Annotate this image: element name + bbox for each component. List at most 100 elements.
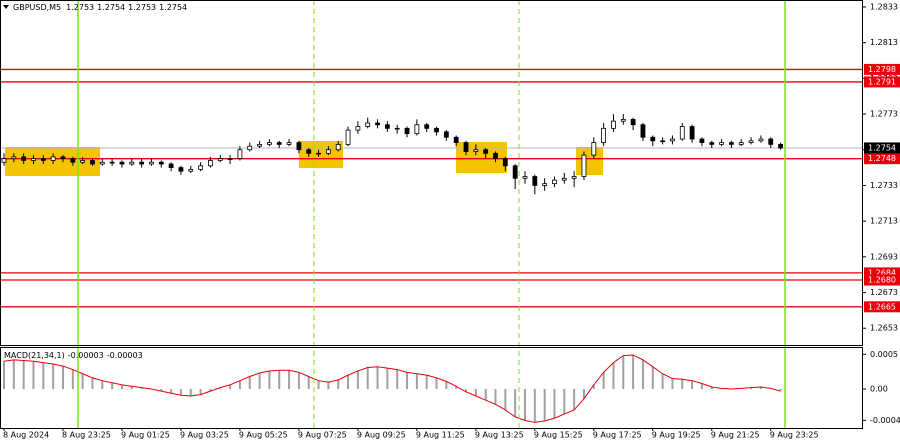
candle-body xyxy=(630,119,636,126)
macd-bar xyxy=(691,380,694,390)
macd-bar xyxy=(307,376,310,390)
candle-body xyxy=(21,156,27,161)
x-tick-label: 9 Aug 03:25 xyxy=(180,431,229,440)
candle-body xyxy=(620,119,626,122)
candle-body xyxy=(640,124,646,138)
highlight-zone xyxy=(576,147,603,175)
candle-body xyxy=(532,176,538,186)
x-tick-label: 9 Aug 05:25 xyxy=(239,431,288,440)
candle-body xyxy=(384,124,390,129)
candle-body xyxy=(247,145,253,151)
candle-body xyxy=(738,142,744,145)
macd-bar xyxy=(140,387,143,390)
macd-bar xyxy=(3,361,5,390)
candle-body xyxy=(355,126,361,131)
macd-bar xyxy=(111,382,114,390)
macd-bar xyxy=(327,382,330,390)
macd-bar xyxy=(170,389,173,394)
macd-bar xyxy=(455,386,458,390)
menu-triangle[interactable] xyxy=(3,5,9,9)
x-tick-label: 9 Aug 21:25 xyxy=(711,431,760,440)
macd-bar xyxy=(661,373,664,390)
macd-bar xyxy=(42,362,45,390)
candle-body xyxy=(709,142,715,145)
macd-bar xyxy=(592,384,595,390)
candle-body xyxy=(434,127,439,133)
macd-bar xyxy=(612,362,615,390)
y-tick-label: 1.2833 xyxy=(870,2,898,11)
candle-body xyxy=(119,161,125,165)
macd-title: MACD(21,34,1) xyxy=(4,351,65,360)
candle-body xyxy=(208,160,213,167)
macd-bar xyxy=(356,370,359,390)
y-tick-label: 1.2773 xyxy=(870,110,898,119)
macd-bar xyxy=(759,386,762,390)
macd-bar xyxy=(278,370,281,390)
macd-bar xyxy=(553,389,556,419)
x-tick-label: 9 Aug 23:25 xyxy=(770,431,819,440)
candle-body xyxy=(296,142,302,151)
candle-body xyxy=(276,142,282,145)
candle-body xyxy=(139,161,145,165)
candle-body xyxy=(217,158,223,161)
candle-body xyxy=(699,138,705,144)
macd-bar xyxy=(238,380,241,390)
candle-body xyxy=(168,163,174,168)
candle-body xyxy=(502,158,508,167)
header-close: 1.2754 xyxy=(159,3,187,12)
macd-bar xyxy=(641,359,644,390)
x-tick-label: 9 Aug 11:25 xyxy=(416,431,465,440)
candle-body xyxy=(40,158,46,161)
level-label-bg xyxy=(864,63,900,75)
level-label-bg xyxy=(864,301,900,313)
candle-body xyxy=(325,149,331,154)
level-label-bg xyxy=(864,76,900,88)
candle-body xyxy=(463,142,469,152)
candle-body xyxy=(90,160,95,165)
level-label: 1.2791 xyxy=(868,77,896,86)
y-tick-label: -0.00045 xyxy=(870,416,900,425)
macd-bar xyxy=(81,373,84,390)
macd-bar xyxy=(22,360,25,390)
macd-bar xyxy=(32,361,35,390)
candle-body xyxy=(50,156,56,161)
macd-bar xyxy=(376,366,379,390)
candle-body xyxy=(650,136,656,142)
x-tick-label: 9 Aug 09:25 xyxy=(357,431,406,440)
macd-bar xyxy=(101,380,104,390)
candle-body xyxy=(512,165,518,179)
candle-body xyxy=(335,143,341,151)
chart-header: GBPUSD,M5 1.2753 1.2754 1.2753 1.2754 xyxy=(13,3,187,12)
candle-body xyxy=(404,127,410,135)
signal-line xyxy=(3,354,781,423)
macd-bar xyxy=(61,366,64,390)
candle-body xyxy=(345,129,351,145)
candle-body xyxy=(80,160,86,163)
macd-bar xyxy=(288,370,291,390)
x-tick-label: 8 Aug 23:25 xyxy=(62,431,111,440)
candle-body xyxy=(748,140,754,144)
macd-bar xyxy=(71,369,74,390)
macd-bar xyxy=(573,389,576,410)
macd-bar xyxy=(494,389,497,405)
macd-panel-border xyxy=(0,347,863,429)
macd-bar xyxy=(681,379,684,390)
candle-body xyxy=(493,152,498,160)
candle-body xyxy=(70,158,76,163)
candle-body xyxy=(552,179,557,185)
macd-bar xyxy=(347,375,350,390)
macd-bar xyxy=(523,389,526,421)
level-label: 1.2798 xyxy=(868,65,896,74)
candle-body xyxy=(267,142,272,145)
candle-body xyxy=(198,165,204,170)
macd-bar xyxy=(533,389,536,423)
macd-bar xyxy=(199,389,202,395)
macd-bar xyxy=(209,389,212,392)
candle-body xyxy=(453,136,459,144)
level-label: 1.2684 xyxy=(868,268,896,277)
candle-body xyxy=(394,127,400,130)
level-label-bg xyxy=(864,274,900,286)
candle-body xyxy=(689,126,695,140)
macd-bar xyxy=(750,387,753,390)
candle-body xyxy=(424,124,430,129)
